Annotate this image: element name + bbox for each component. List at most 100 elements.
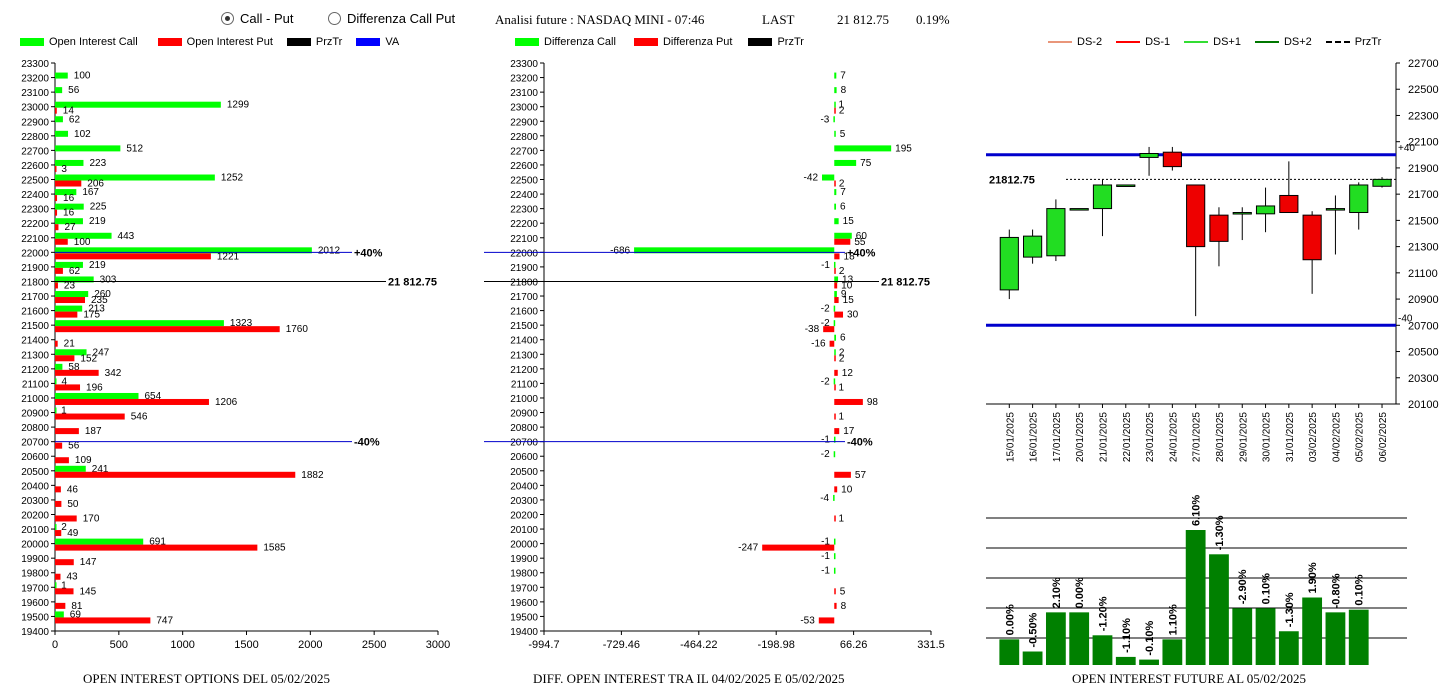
candle-level-label-2: -40: [1398, 313, 1413, 324]
bar-value-1-1-21100: 1: [839, 382, 845, 393]
y-tick-label-1-22700: 22700: [510, 146, 538, 157]
oi-bar-24/01/2025: [1162, 639, 1183, 665]
last-value: 21 812.75: [837, 12, 889, 27]
legend-right: DS-2 DS-1 DS+1 DS+2 PrzTr: [1048, 35, 1381, 49]
legend-swatch-ds-1: [1116, 41, 1141, 43]
candle-y-tick-label-22700: 22700: [1408, 58, 1439, 70]
candle-body-15/01/2025: [999, 236, 1019, 291]
bar-0-open-interest-call-19700: [55, 582, 57, 589]
bar-1-differenza-put-20900: [834, 413, 836, 420]
legend-diff-przt-label: PrzTr: [777, 36, 804, 48]
oi-bar-31/01/2025: [1278, 631, 1299, 665]
bar-0-open-interest-call-22700: [55, 145, 121, 152]
bar-0-open-interest-call-21900: [55, 261, 83, 268]
oi-bar-label-17/01/2025: 2.10%: [1051, 577, 1063, 608]
option-call-put-label[interactable]: Call - Put: [240, 11, 294, 26]
bar-value-0-1-23000: 14: [63, 106, 75, 117]
y-tick-label-0-19400: 19400: [21, 627, 49, 638]
radio-differenza[interactable]: [328, 12, 341, 25]
legend-ds-2-label: DS-2: [1077, 36, 1103, 48]
bar-value-0-1-19700: 145: [80, 586, 97, 597]
bar-0-open-interest-put-19800: [55, 573, 61, 580]
legend-swatch-call: [20, 38, 44, 46]
bar-value-0-0-22700: 512: [126, 143, 143, 154]
y-tick-label-0-20700: 20700: [21, 438, 49, 449]
bar-1-differenza-put-22000: [834, 253, 840, 260]
bar-1-differenza-put-23000: [834, 107, 836, 114]
candle-y-tick-label-21100: 21100: [1408, 268, 1438, 280]
option-differenza-label[interactable]: Differenza Call Put: [347, 11, 456, 26]
bar-1-differenza-call-23000: [834, 101, 836, 108]
radio-call-put[interactable]: [221, 12, 234, 25]
candle-x-label-16/01/2025: 16/01/2025: [1029, 412, 1040, 462]
bar-0-open-interest-call-21000: [55, 392, 139, 399]
bar-1-differenza-put-21000: [834, 398, 863, 405]
legend-swatch-diff-call: [515, 38, 539, 46]
oi-bar-label-29/01/2025: -2.90%: [1237, 569, 1249, 604]
bar-value-1-0-21500: -2: [821, 318, 830, 329]
bar-value-0-1-22400: 16: [63, 193, 75, 204]
bar-value-1-1-21600: 30: [847, 310, 859, 321]
y-tick-label-1-19900: 19900: [510, 554, 538, 565]
oi-bar-label-05/02/2025: 0.10%: [1354, 574, 1366, 605]
candle-x-label-24/01/2025: 24/01/2025: [1168, 412, 1179, 462]
y-tick-label-1-20000: 20000: [510, 540, 538, 551]
bar-1-differenza-call-22900: [833, 116, 835, 123]
bar-value-0-1-20900: 546: [131, 412, 148, 423]
y-tick-label-0-20500: 20500: [21, 467, 49, 478]
bar-value-1-0-19900: -1: [821, 551, 830, 562]
bar-value-1-1-21200: 12: [842, 368, 854, 379]
y-tick-label-0-22300: 22300: [21, 205, 49, 216]
bar-value-1-0-22000: -686: [610, 245, 630, 256]
y-tick-label-0-21900: 21900: [21, 263, 49, 274]
candle-body-20/01/2025: [1069, 208, 1089, 211]
bar-1-differenza-call-21100: [833, 378, 836, 385]
candle-level-label-1: +40: [1398, 143, 1415, 154]
y-tick-label-1-21200: 21200: [510, 365, 538, 376]
bar-value-0-0-22900: 62: [69, 114, 81, 125]
bar-0-open-interest-call-21500: [55, 320, 224, 327]
bar-0-open-interest-call-23000: [55, 101, 221, 108]
y-tick-label-1-22000: 22000: [510, 248, 538, 259]
bar-value-0-0-23100: 56: [68, 85, 80, 96]
y-tick-label-1-19400: 19400: [510, 627, 538, 638]
oi-bar-label-03/02/2025: 1.90%: [1307, 562, 1319, 593]
marker-label-1-2: -40%: [847, 437, 873, 449]
y-tick-label-0-21300: 21300: [21, 350, 49, 361]
bar-0-open-interest-put-21000: [55, 398, 209, 405]
bar-0-open-interest-put-20000: [55, 544, 258, 551]
bar-value-0-0-22200: 219: [89, 216, 106, 227]
bar-value-0-1-21900: 62: [69, 266, 81, 277]
candle-body-04/02/2025: [1325, 208, 1346, 211]
bar-value-0-1-19900: 147: [80, 557, 97, 568]
y-tick-label-1-21500: 21500: [510, 321, 538, 332]
oi-bar-label-24/01/2025: 1.10%: [1167, 604, 1179, 635]
last-label: LAST: [762, 12, 795, 27]
oi-bar-20/01/2025: [1069, 612, 1090, 665]
legend-swatch-przt-dashed: [1325, 41, 1350, 43]
bar-0-open-interest-put-21700: [55, 297, 86, 304]
caption-right: OPEN INTEREST FUTURE AL 05/02/2025: [1072, 671, 1307, 686]
candle-x-label-03/02/2025: 03/02/2025: [1308, 412, 1319, 462]
bar-value-1-0-22800: 5: [840, 129, 846, 140]
bar-value-1-0-22100: 60: [856, 231, 868, 242]
y-tick-label-1-21100: 21100: [511, 379, 539, 390]
bar-value-0-1-21700: 235: [91, 295, 108, 306]
y-tick-label-0-23100: 23100: [21, 88, 49, 99]
bar-0-open-interest-put-20800: [55, 428, 79, 435]
y-tick-label-1-20600: 20600: [510, 452, 538, 463]
oi-bar-label-31/01/2025: -1.30%: [1284, 592, 1296, 627]
bar-value-1-0-23000: 1: [839, 100, 845, 111]
bar-value-1-1-20800: 17: [843, 426, 855, 437]
bar-value-1-1-21400: -16: [811, 339, 826, 350]
legend-swatch-va: [356, 38, 381, 46]
bar-value-1-0-22300: 6: [840, 202, 846, 213]
bar-value-1-0-20300: -4: [820, 493, 829, 504]
bar-1-differenza-put-22500: [834, 180, 836, 187]
bar-0-open-interest-call-20500: [55, 465, 86, 472]
oi-bar-22/01/2025: [1115, 656, 1136, 665]
bar-0-open-interest-call-23200: [55, 72, 68, 79]
marker-label-0-2: -40%: [354, 437, 380, 449]
y-tick-label-1-22900: 22900: [510, 117, 538, 128]
bar-0-open-interest-call-23100: [55, 87, 63, 94]
